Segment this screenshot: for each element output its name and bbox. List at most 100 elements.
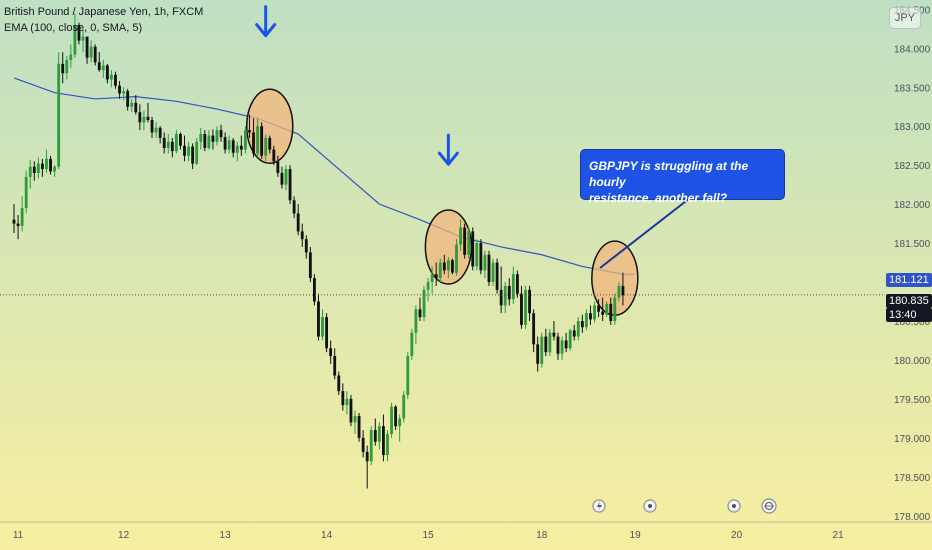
candle[interactable]	[235, 141, 239, 162]
candle[interactable]	[552, 320, 556, 341]
candle[interactable]	[337, 371, 341, 396]
candle[interactable]	[536, 336, 540, 372]
candle[interactable]	[69, 44, 73, 68]
candle[interactable]	[568, 328, 572, 351]
candle[interactable]	[507, 278, 511, 306]
candle[interactable]	[312, 274, 316, 306]
candle[interactable]	[544, 328, 548, 357]
candle[interactable]	[138, 104, 142, 131]
candle[interactable]	[284, 165, 288, 191]
flash-icon[interactable]	[592, 499, 606, 513]
arrow-down-icon[interactable]	[255, 5, 277, 38]
candle[interactable]	[162, 132, 166, 154]
candle[interactable]	[243, 126, 247, 154]
candle[interactable]	[495, 258, 499, 294]
candle[interactable]	[81, 28, 85, 53]
candle[interactable]	[65, 56, 69, 80]
candle[interactable]	[402, 391, 406, 423]
candle[interactable]	[45, 149, 48, 173]
candle[interactable]	[325, 313, 329, 353]
candle[interactable]	[191, 143, 195, 170]
candle[interactable]	[601, 297, 605, 321]
candle[interactable]	[515, 270, 519, 298]
candle[interactable]	[369, 426, 373, 466]
candle[interactable]	[24, 170, 28, 214]
candle[interactable]	[426, 278, 430, 302]
candle[interactable]	[589, 305, 592, 325]
candle[interactable]	[528, 285, 531, 321]
candle[interactable]	[390, 402, 393, 438]
candle[interactable]	[621, 272, 625, 306]
candle[interactable]	[584, 309, 588, 331]
candle[interactable]	[195, 137, 199, 166]
candle[interactable]	[280, 166, 284, 189]
candle[interactable]	[377, 422, 381, 450]
candle[interactable]	[183, 135, 186, 162]
candle[interactable]	[463, 223, 467, 259]
candle[interactable]	[292, 196, 296, 219]
candle[interactable]	[296, 204, 300, 236]
candle[interactable]	[223, 132, 227, 154]
candle[interactable]	[394, 405, 398, 431]
candle[interactable]	[442, 254, 446, 275]
candle[interactable]	[101, 59, 105, 78]
candle[interactable]	[609, 297, 613, 325]
candle[interactable]	[231, 137, 235, 158]
candle[interactable]	[122, 87, 126, 101]
candle[interactable]	[97, 52, 101, 72]
candle[interactable]	[317, 293, 320, 341]
candle[interactable]	[580, 314, 584, 333]
event-dot-icon[interactable]	[727, 499, 741, 513]
candle[interactable]	[61, 52, 65, 84]
candle[interactable]	[353, 410, 357, 434]
candle[interactable]	[418, 297, 422, 321]
candle[interactable]	[89, 40, 93, 63]
candle[interactable]	[187, 141, 190, 162]
candle[interactable]	[239, 135, 243, 156]
candle[interactable]	[154, 122, 158, 138]
candle[interactable]	[166, 134, 170, 154]
candle[interactable]	[333, 348, 337, 380]
candle[interactable]	[40, 158, 44, 177]
currency-button[interactable]: JPY	[889, 7, 921, 29]
candle[interactable]	[93, 44, 97, 66]
candle[interactable]	[414, 305, 418, 345]
candle[interactable]	[386, 430, 389, 462]
candle[interactable]	[349, 395, 353, 427]
candle[interactable]	[617, 282, 621, 302]
candle[interactable]	[475, 239, 479, 271]
candle[interactable]	[345, 391, 349, 415]
event-dot-icon[interactable]	[643, 499, 657, 513]
candle[interactable]	[576, 317, 580, 341]
candle[interactable]	[532, 309, 536, 353]
candle[interactable]	[219, 124, 223, 142]
candle[interactable]	[174, 130, 178, 154]
candle[interactable]	[406, 352, 410, 399]
candle[interactable]	[467, 227, 471, 259]
candle[interactable]	[77, 22, 81, 45]
candle[interactable]	[382, 414, 385, 462]
candle[interactable]	[126, 88, 130, 111]
candle[interactable]	[252, 118, 255, 158]
candle[interactable]	[560, 336, 564, 360]
candle[interactable]	[276, 155, 280, 177]
candle[interactable]	[28, 159, 32, 189]
candle[interactable]	[524, 285, 527, 329]
candle[interactable]	[300, 223, 304, 247]
candle[interactable]	[268, 135, 272, 154]
candle[interactable]	[479, 239, 483, 275]
candle[interactable]	[613, 293, 617, 325]
candle[interactable]	[455, 239, 458, 276]
candle[interactable]	[53, 165, 57, 177]
arrow-down-icon[interactable]	[437, 133, 459, 166]
candle[interactable]	[459, 219, 462, 251]
candle[interactable]	[16, 215, 20, 240]
candle[interactable]	[211, 129, 215, 150]
candle[interactable]	[503, 282, 507, 314]
candle[interactable]	[365, 445, 369, 489]
candle[interactable]	[373, 418, 377, 446]
candle[interactable]	[341, 383, 345, 411]
candle[interactable]	[491, 258, 495, 286]
candle[interactable]	[248, 114, 251, 138]
candle[interactable]	[32, 161, 36, 181]
